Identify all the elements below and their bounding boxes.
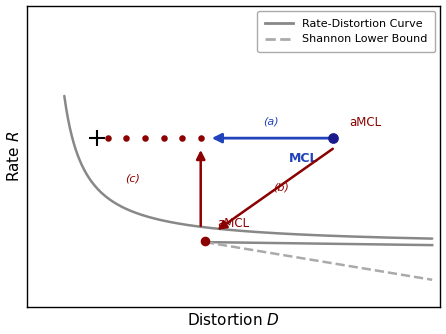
Text: aMCL: aMCL (350, 116, 382, 129)
Text: (c): (c) (125, 174, 140, 184)
Y-axis label: Rate $R$: Rate $R$ (5, 131, 21, 182)
Text: aMCL: aMCL (217, 217, 249, 230)
Point (123, 136, 130, 141)
Text: MCL: MCL (289, 152, 319, 165)
Legend: Rate-Distortion Curve, Shannon Lower Bound: Rate-Distortion Curve, Shannon Lower Bou… (257, 11, 435, 52)
Text: (b): (b) (273, 183, 289, 193)
Point (104, 136, 112, 141)
Point (201, 238, 208, 243)
X-axis label: Distortion $D$: Distortion $D$ (187, 312, 280, 328)
Point (141, 136, 149, 141)
Point (197, 136, 204, 141)
Point (178, 136, 186, 141)
Text: (a): (a) (263, 117, 279, 127)
Point (160, 136, 167, 141)
Point (330, 136, 337, 141)
